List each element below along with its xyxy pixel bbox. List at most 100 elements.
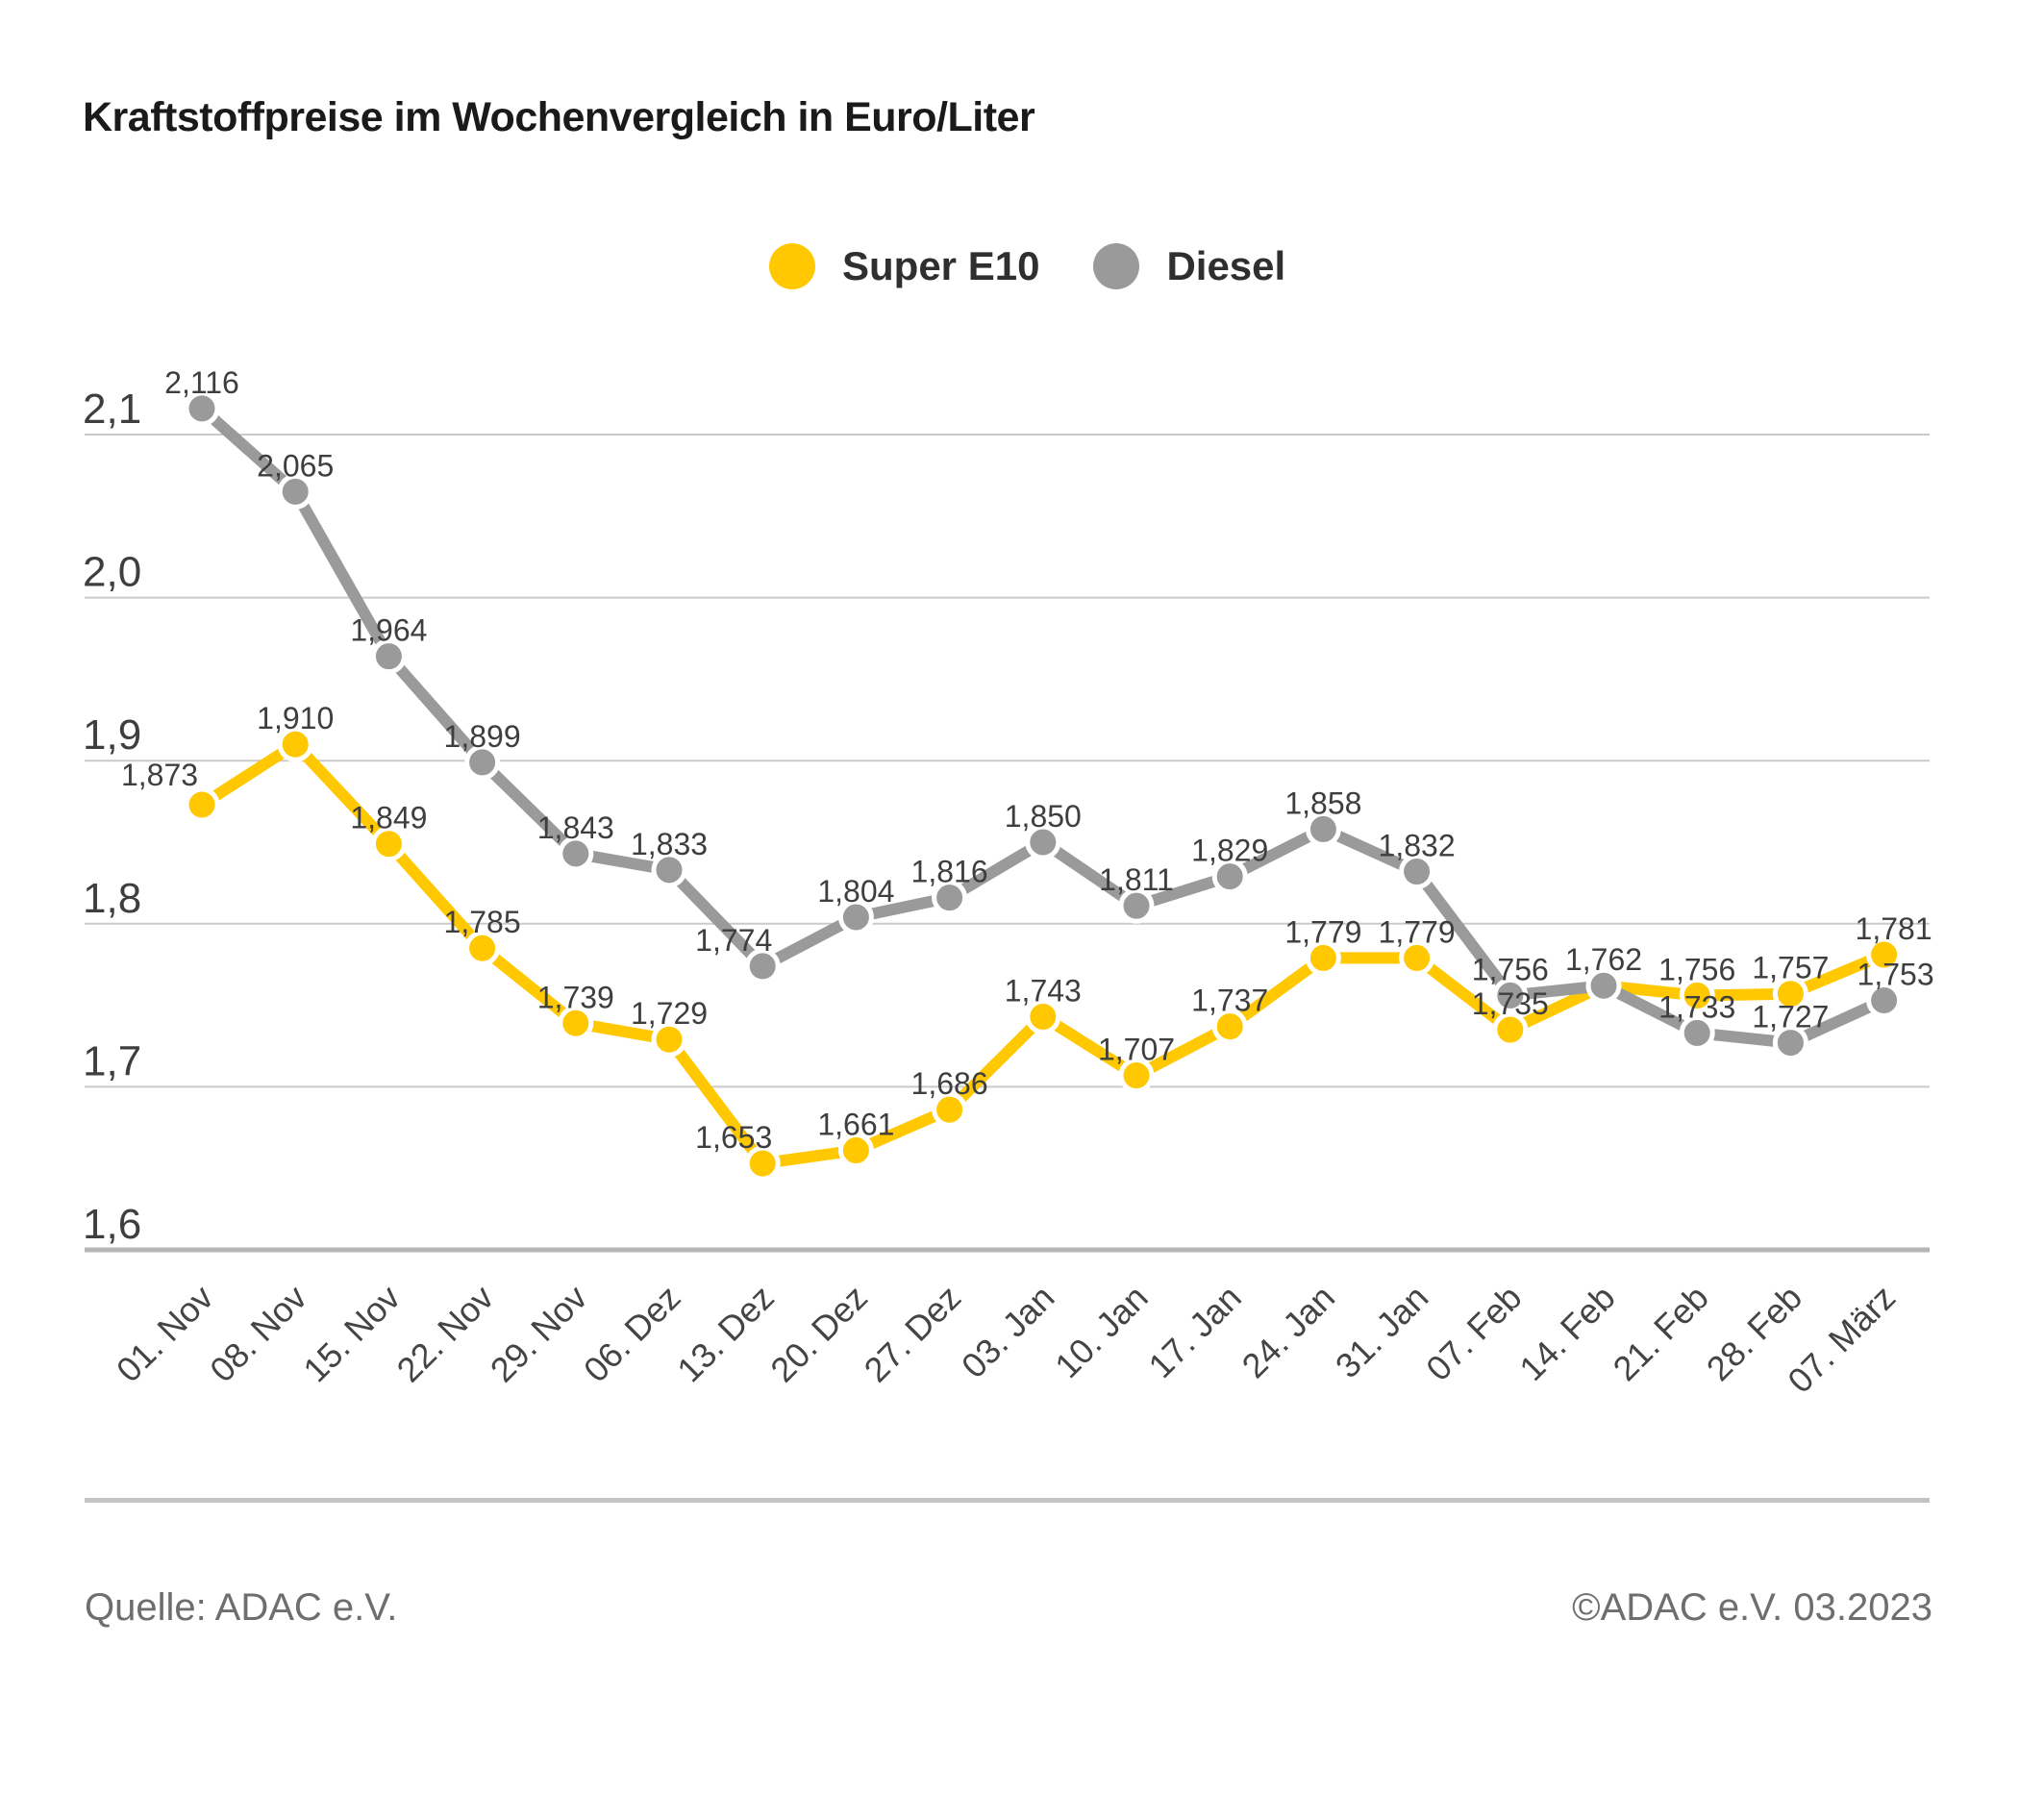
data-label: 1,737 [1191, 984, 1268, 1018]
data-label: 1,785 [444, 905, 521, 939]
legend-marker-super-e10-icon [769, 243, 815, 289]
data-label: 1,779 [1284, 914, 1361, 949]
data-point [184, 786, 220, 823]
data-label: 1,832 [1379, 829, 1456, 863]
y-axis-label: 1,9 [83, 711, 141, 759]
data-label: 1,843 [537, 810, 614, 845]
data-label: 1,756 [1472, 952, 1549, 986]
footer-divider [85, 1498, 1930, 1503]
data-label: 1,661 [817, 1108, 894, 1142]
x-axis-label: 03. Jan [954, 1278, 1061, 1385]
x-axis-label: 10. Jan [1047, 1278, 1155, 1385]
data-point [837, 1133, 874, 1169]
data-point [1118, 1058, 1155, 1094]
data-point [184, 390, 220, 427]
data-label: 1,686 [911, 1066, 988, 1101]
legend-label-super-e10: Super E10 [842, 243, 1040, 288]
data-label: 1,811 [1099, 862, 1174, 897]
x-axis-label: 06. Dez [576, 1278, 688, 1390]
data-label: 1,735 [1472, 986, 1549, 1021]
data-point [1866, 983, 1903, 1019]
data-point [837, 899, 874, 935]
data-point [1492, 977, 1529, 1013]
data-label: 1,833 [631, 827, 708, 861]
data-labels: 1,873 1,910 1,849 1,785 1,739 1,729 1,653 1,661… [121, 365, 1934, 1155]
data-point [1025, 998, 1061, 1034]
data-label: 1,707 [1098, 1033, 1175, 1067]
data-label: 1,850 [1005, 799, 1082, 834]
data-point [464, 930, 501, 966]
data-label: 1,733 [1658, 989, 1735, 1024]
y-axis-label: 2,1 [83, 386, 141, 433]
chart-legend: Super E10 Diesel [769, 243, 1285, 289]
gridlines [85, 434, 1930, 1253]
legend-label-diesel: Diesel [1166, 243, 1286, 288]
data-point [1305, 810, 1341, 847]
x-axis-label: 01. Nov [109, 1278, 221, 1390]
data-point [1679, 977, 1715, 1013]
legend-item-super-e10: Super E10 [769, 243, 1039, 289]
data-point [370, 638, 407, 675]
data-label: 1,753 [1857, 958, 1934, 992]
data-label: 1,873 [121, 758, 198, 792]
x-axis-label: 27. Dez [857, 1278, 969, 1390]
data-point [1211, 859, 1248, 895]
x-axis-label: 31. Jan [1328, 1278, 1435, 1385]
x-axis-label: 15. Nov [295, 1278, 408, 1390]
data-label: 1,781 [1856, 911, 1932, 946]
data-point [932, 880, 968, 916]
data-label: 1,858 [1284, 785, 1361, 820]
data-point [1679, 1014, 1715, 1051]
copyright-note: ©ADAC e.V. 03.2023 [1572, 1586, 1932, 1629]
data-point [1399, 854, 1435, 890]
data-label: 1,910 [257, 701, 334, 735]
data-label: 1,816 [911, 855, 988, 889]
y-axis-label: 1,7 [83, 1037, 141, 1084]
data-point [1772, 976, 1808, 1012]
data-point [1025, 824, 1061, 860]
x-axis-label: 29. Nov [483, 1278, 595, 1390]
data-point [1772, 1025, 1808, 1061]
x-axis-label: 24. Jan [1234, 1278, 1342, 1385]
data-label: 1,779 [1379, 914, 1456, 949]
data-label: 1,804 [817, 874, 894, 909]
x-axis-label: 20. Dez [762, 1278, 875, 1390]
legend-marker-diesel-icon [1093, 243, 1140, 289]
data-label: 2,065 [257, 448, 334, 483]
legend-item-diesel: Diesel [1093, 243, 1285, 289]
data-label: 1,756 [1658, 952, 1735, 986]
data-label: 1,774 [695, 923, 772, 958]
data-point [744, 948, 781, 984]
data-point [277, 473, 313, 510]
data-point [558, 835, 594, 872]
data-label: 1,964 [350, 613, 427, 648]
page-title: Kraftstoffpreise im Wochenvergleich in E… [83, 94, 1035, 140]
data-label: 1,849 [350, 801, 427, 835]
x-axis-label: 21. Feb [1606, 1278, 1716, 1388]
x-axis-label: 14. Feb [1511, 1278, 1622, 1388]
data-point [744, 1145, 781, 1182]
data-point [1492, 1011, 1529, 1048]
data-point [651, 852, 687, 888]
data-label: 1,899 [444, 719, 521, 754]
data-point [1399, 939, 1435, 976]
data-label: 1,653 [695, 1120, 772, 1155]
series-super-e10 [184, 726, 1903, 1182]
data-label: 1,829 [1191, 834, 1268, 868]
data-point [464, 744, 501, 781]
source-note: Quelle: ADAC e.V. [85, 1586, 398, 1629]
data-point [651, 1021, 687, 1058]
data-point [370, 826, 407, 862]
data-label: 2,116 [164, 365, 239, 400]
data-label: 1,743 [1005, 973, 1082, 1008]
y-axis-label: 1,6 [83, 1201, 141, 1248]
series-diesel [184, 390, 1903, 1061]
data-label: 1,757 [1752, 951, 1829, 985]
data-label: 1,729 [631, 996, 708, 1031]
data-point [1866, 936, 1903, 973]
data-point [558, 1005, 594, 1041]
data-point [277, 726, 313, 762]
y-axis-labels: 2,1 2,0 1,9 1,8 1,7 1,6 [83, 386, 141, 1248]
data-label: 1,762 [1565, 942, 1642, 977]
